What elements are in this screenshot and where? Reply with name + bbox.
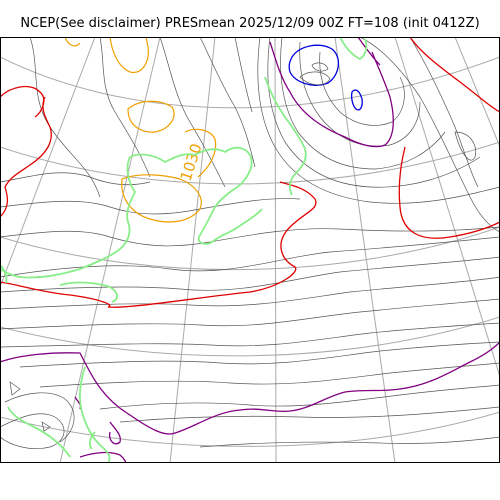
latitude-line — [0, 226, 500, 271]
purple-isobar — [0, 341, 500, 435]
isobar — [0, 256, 500, 293]
isobar — [199, 37, 256, 168]
latitude-line — [0, 56, 500, 109]
small-contour — [9, 381, 21, 396]
longitude-line — [169, 37, 216, 463]
coastline — [339, 37, 368, 61]
isobar — [0, 322, 500, 348]
red-isobar — [409, 37, 500, 113]
high-contour — [127, 100, 175, 133]
red-isobar — [0, 181, 317, 308]
isobar — [4, 392, 75, 443]
longitude-line — [394, 37, 500, 378]
longitude-line — [274, 37, 277, 463]
low-pressure-contours — [288, 44, 363, 111]
coastline — [88, 431, 96, 450]
isobar — [199, 436, 500, 448]
longitude-line — [0, 37, 96, 288]
isobar — [0, 298, 500, 330]
high-contour — [121, 174, 202, 223]
longitude-line — [454, 37, 500, 148]
coastline — [129, 146, 263, 245]
longitude-line — [334, 37, 396, 463]
isobar — [319, 51, 405, 126]
high-contour — [64, 37, 81, 47]
purple-isobar — [357, 37, 381, 66]
coastlines — [0, 37, 368, 463]
graticule — [0, 37, 500, 463]
isobar — [359, 37, 500, 233]
low-contour — [288, 44, 339, 86]
isobar — [267, 37, 481, 188]
coastline — [59, 281, 118, 303]
latitude-line — [0, 316, 500, 357]
isobar — [0, 198, 301, 215]
pressure-map: 1030 — [0, 37, 500, 463]
purple-isobars — [0, 37, 500, 463]
small-contours — [9, 62, 331, 432]
isobar — [99, 37, 151, 178]
isobar — [159, 37, 226, 188]
purple-isobar — [109, 421, 121, 445]
high-pressure-contours — [64, 37, 217, 223]
red-isobar — [0, 96, 52, 218]
high-contour — [109, 37, 149, 73]
isobar — [0, 226, 500, 247]
coastline — [78, 366, 111, 463]
isobar — [119, 406, 500, 423]
isobar — [0, 413, 65, 450]
latitude-line — [0, 141, 500, 185]
isobar — [234, 37, 253, 113]
purple-isobar — [269, 41, 394, 148]
isobars — [0, 37, 500, 450]
chart-title: NCEP(See disclaimer) PRESmean 2025/12/09… — [20, 16, 480, 31]
red-isobar — [0, 85, 45, 118]
isobar — [19, 341, 500, 368]
coastline — [264, 76, 307, 196]
isobar — [257, 37, 500, 204]
longitude-line — [59, 37, 161, 463]
red-isobars — [0, 37, 500, 308]
isobar — [280, 37, 446, 170]
small-contour — [299, 71, 331, 86]
isobar — [454, 131, 476, 161]
low-contour — [350, 89, 363, 111]
coastline — [7, 406, 71, 458]
coastline — [0, 156, 137, 279]
isobar — [39, 362, 500, 388]
red-isobar — [398, 146, 500, 239]
small-contour — [311, 62, 329, 72]
map-canvas: 1030 — [0, 37, 500, 463]
small-contour — [41, 421, 51, 432]
isobar — [409, 37, 479, 188]
isobar — [299, 41, 421, 147]
high-contour — [184, 128, 217, 178]
isobar — [0, 276, 500, 310]
